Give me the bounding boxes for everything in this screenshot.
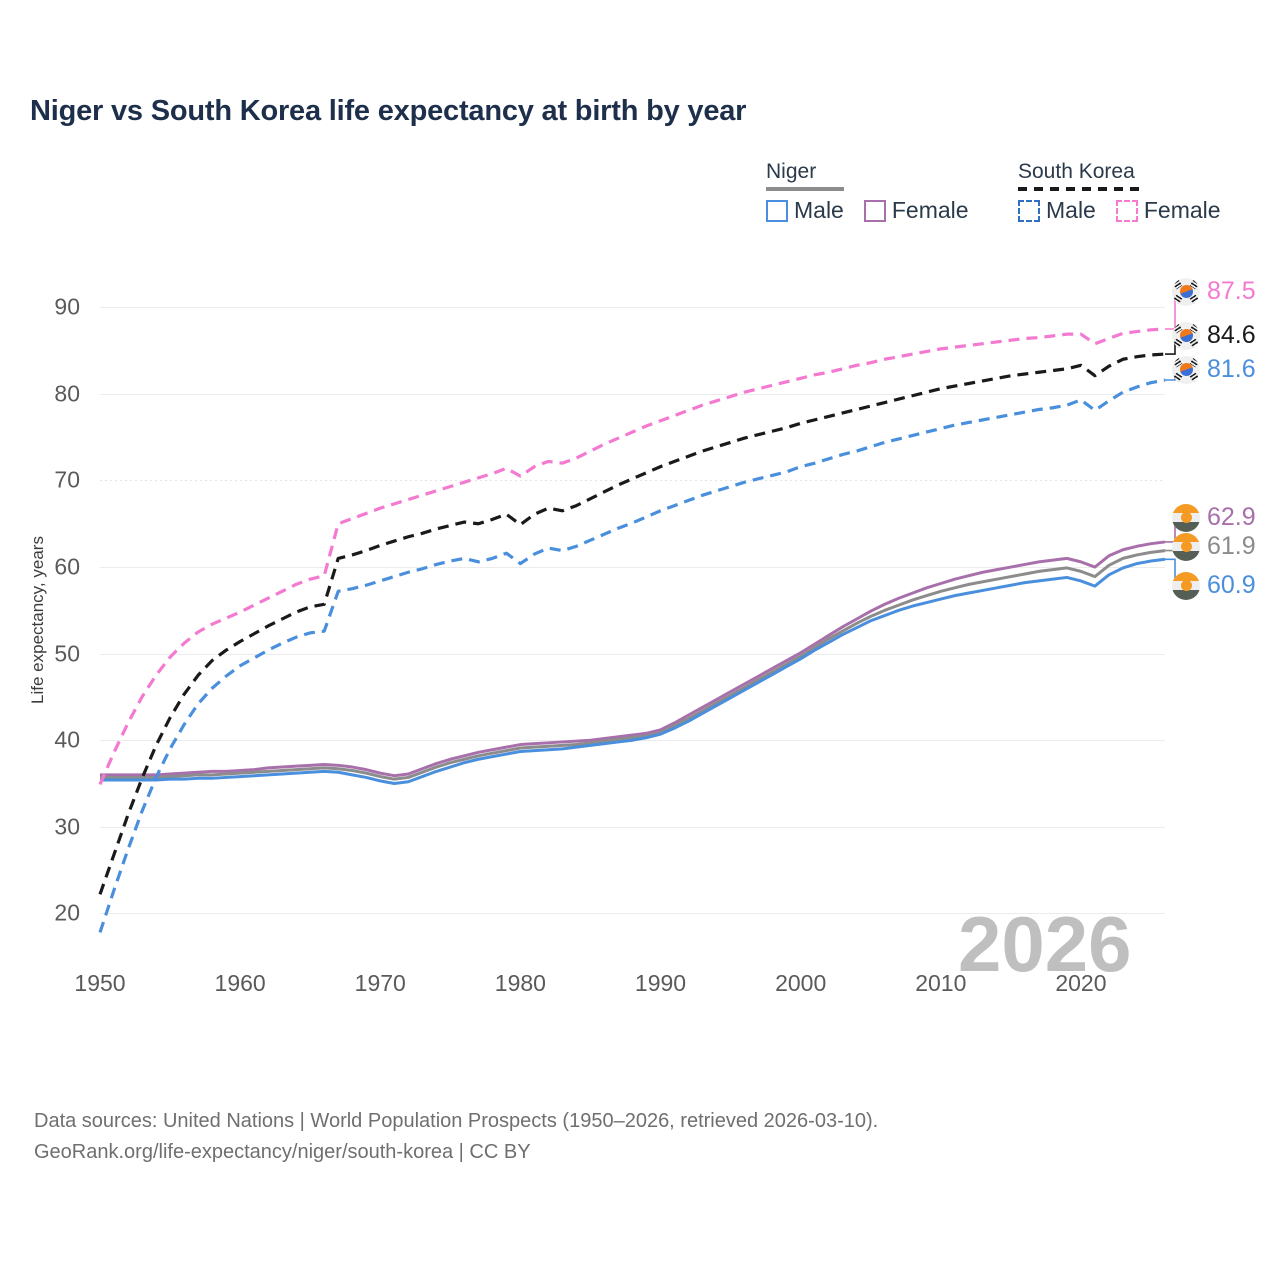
gridline <box>100 826 1165 828</box>
chart-series-svg <box>98 290 1189 933</box>
legend-group-south-korea: South Korea Male Female <box>1018 160 1221 224</box>
gridline <box>100 307 1165 309</box>
series-end-label: 87.5 <box>1172 277 1256 306</box>
series-end-label: 61.9 <box>1172 532 1256 561</box>
series-line-niger-female <box>100 540 1166 778</box>
y-axis-tick-label: 80 <box>54 380 80 407</box>
series-line-south-korea-female <box>98 327 1166 786</box>
y-axis-tick-label: 90 <box>54 293 80 320</box>
gridline <box>100 393 1165 395</box>
year-watermark: 2026 <box>958 900 1132 988</box>
gridline <box>100 653 1165 655</box>
x-axis-tick-label: 1960 <box>214 970 266 996</box>
legend-label: Female <box>1143 197 1221 223</box>
legend-item-korea-male[interactable]: Male <box>1018 197 1096 224</box>
x-axis-tick-label: 1990 <box>634 970 687 996</box>
legend-swatch-icon <box>863 199 886 222</box>
legend-rule-dashed <box>1018 187 1146 191</box>
legend-label: Male <box>794 197 844 223</box>
niger-flag-icon <box>1172 571 1200 600</box>
gridline <box>100 913 1165 915</box>
legend-item-niger-male[interactable]: Male <box>766 197 844 224</box>
y-axis-tick-label: 60 <box>54 553 80 580</box>
x-axis-tick-label: 1950 <box>74 970 126 996</box>
south-korea-flag-icon <box>1172 355 1200 384</box>
y-axis-tick-label: 70 <box>54 466 80 493</box>
y-axis-title: Life expectancy, years <box>28 536 47 704</box>
legend-swatch-icon <box>766 199 788 222</box>
series-end-value: 87.5 <box>1207 277 1256 305</box>
south-korea-flag-icon <box>1172 321 1200 350</box>
chart-legend: Niger Male Female South Korea Male <box>760 160 1255 238</box>
series-end-label: 84.6 <box>1172 321 1256 350</box>
legend-group-south-korea-title: South Korea <box>1018 160 1135 183</box>
legend-item-korea-female[interactable]: Female <box>1115 197 1221 224</box>
legend-group-niger-title: Niger <box>766 160 817 183</box>
legend-group-niger: Niger Male Female <box>766 160 969 224</box>
legend-label: Male <box>1046 197 1096 223</box>
south-korea-flag-icon <box>1172 277 1200 306</box>
series-end-label: 62.9 <box>1172 503 1256 532</box>
series-end-label: 81.6 <box>1172 355 1256 384</box>
chart-plot-area: Life expectancy, years 20 30 40 50 60 70 80 90 … <box>28 290 1189 996</box>
y-axis-tick-label: 30 <box>54 813 80 840</box>
legend-swatch-icon <box>1115 199 1138 222</box>
y-axis-tick-label: 40 <box>54 726 80 753</box>
footer-line-1: Data sources: United Nations | World Pop… <box>34 1110 879 1132</box>
series-line-south-korea-both-sexes <box>98 352 1166 895</box>
x-axis-tick-label: 1970 <box>354 970 406 996</box>
series-end-value: 84.6 <box>1207 321 1256 349</box>
y-axis-tick-label: 50 <box>54 640 80 667</box>
footer-line-2: GeoRank.org/life-expectancy/niger/south-… <box>34 1141 531 1163</box>
series-line-niger-both-sexes <box>100 549 1166 781</box>
series-end-value: 62.9 <box>1207 503 1256 531</box>
niger-flag-icon <box>1172 503 1200 532</box>
page-title: Niger vs South Korea life expectancy at … <box>30 95 747 127</box>
series-end-value: 60.9 <box>1207 571 1256 599</box>
legend-swatch-icon <box>1018 199 1040 222</box>
niger-flag-icon <box>1172 532 1200 561</box>
x-axis-tick-label: 1980 <box>494 970 546 996</box>
series-line-niger-male <box>100 557 1166 785</box>
series-line-south-korea-male <box>98 378 1166 933</box>
legend-rule-solid <box>766 187 844 191</box>
legend-item-niger-female[interactable]: Female <box>863 197 969 224</box>
legend-label: Female <box>891 197 969 223</box>
series-end-value: 81.6 <box>1207 355 1256 383</box>
series-end-label: 60.9 <box>1172 571 1256 600</box>
footer-credits: Data sources: United Nations | World Pop… <box>34 1106 878 1168</box>
gridline <box>100 567 1165 569</box>
x-axis-tick-label: 2000 <box>775 970 827 996</box>
x-axis-tick-label: 2020 <box>1055 970 1107 996</box>
x-axis-tick-label: 2010 <box>915 970 967 996</box>
series-end-value: 61.9 <box>1207 532 1256 560</box>
gridline <box>100 480 1165 482</box>
y-axis-tick-label: 20 <box>54 899 80 926</box>
